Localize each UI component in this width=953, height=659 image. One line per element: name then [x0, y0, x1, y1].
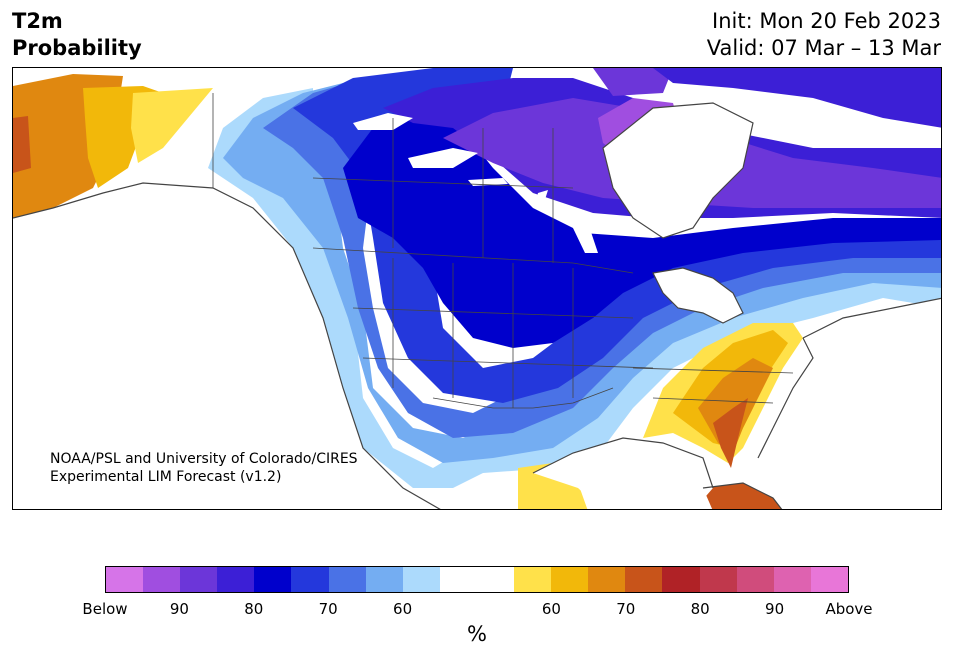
colorbar-tick-label: 60: [541, 600, 561, 618]
political-borders: [212, 93, 794, 409]
colorbar-segment: [180, 567, 218, 592]
colorbar: [105, 566, 849, 593]
colorbar-segment: [588, 567, 626, 592]
above-55-mexico: [518, 463, 588, 509]
above-70-caribbean: [703, 483, 782, 509]
colorbar-unit: %: [467, 622, 487, 646]
credit-line-1: NOAA/PSL and University of Colorado/CIRE…: [50, 451, 358, 467]
colorbar-segment: [291, 567, 329, 592]
alaska-above-70: [13, 116, 31, 173]
coastlines: [13, 102, 941, 509]
colorbar-segment: [217, 567, 255, 592]
colorbar-tick-label: 90: [765, 600, 785, 618]
lake-white-5: [535, 190, 548, 206]
atlantic-ocean: [758, 298, 941, 509]
gulf-of-mexico: [533, 438, 713, 509]
below-80-core: [343, 108, 941, 348]
colorbar-tick-label: 60: [393, 600, 413, 618]
product-name: Probability: [12, 36, 142, 60]
colorbar-segment: [439, 567, 477, 592]
lake-white-4: [573, 223, 598, 253]
forecast-map: NOAA/PSL and University of Colorado/CIRE…: [12, 67, 942, 510]
colorbar-segment: [476, 567, 515, 592]
colorbar-segment: [254, 567, 292, 592]
lake-white-2: [408, 148, 478, 168]
great-lakes: [653, 268, 743, 323]
colorbar-segment: [402, 567, 440, 592]
colorbar-segment: [328, 567, 366, 592]
colorbar-segment: [625, 567, 663, 592]
alaska-above-55: [131, 88, 213, 163]
colorbar-tick-label: Above: [825, 600, 873, 618]
colorbar-segment: [736, 567, 774, 592]
colorbar-tick-label: 90: [169, 600, 189, 618]
colorbar-tick-label: 80: [690, 600, 710, 618]
below-85-arctic: [653, 68, 941, 128]
above-70-florida: [713, 398, 748, 468]
colorbar-tick-label: Below: [82, 600, 128, 618]
pacific-ocean: [13, 183, 440, 509]
colorbar-segment: [773, 567, 811, 592]
colorbar-tick-label: 80: [244, 600, 264, 618]
colorbar-segment: [365, 567, 403, 592]
variable-name: T2m: [12, 9, 63, 33]
valid-dates: Valid: 07 Mar – 13 Mar: [706, 36, 941, 60]
map-canvas: [13, 68, 941, 509]
credit-text: NOAA/PSL and University of Colorado/CIRE…: [50, 450, 358, 486]
colorbar-tick-label: 70: [616, 600, 636, 618]
lake-white-1: [353, 113, 413, 130]
colorbar-segment: [106, 567, 144, 592]
forecast-dates: Init: Mon 20 Feb 2023 Valid: 07 Mar – 13…: [707, 8, 941, 62]
colorbar-segment: [143, 567, 181, 592]
hudson-bay: [603, 103, 753, 238]
map-title: T2m Probability: [12, 8, 142, 62]
below-90-north-patch: [593, 68, 673, 96]
credit-line-2: Experimental LIM Forecast (v1.2): [50, 469, 282, 485]
init-date: Init: Mon 20 Feb 2023: [712, 9, 941, 33]
colorbar-segment: [810, 567, 848, 592]
colorbar-segment: [514, 567, 552, 592]
colorbar-segment: [699, 567, 737, 592]
colorbar-segment: [662, 567, 700, 592]
colorbar-segment: [551, 567, 589, 592]
colorbar-tick-label: 70: [318, 600, 338, 618]
